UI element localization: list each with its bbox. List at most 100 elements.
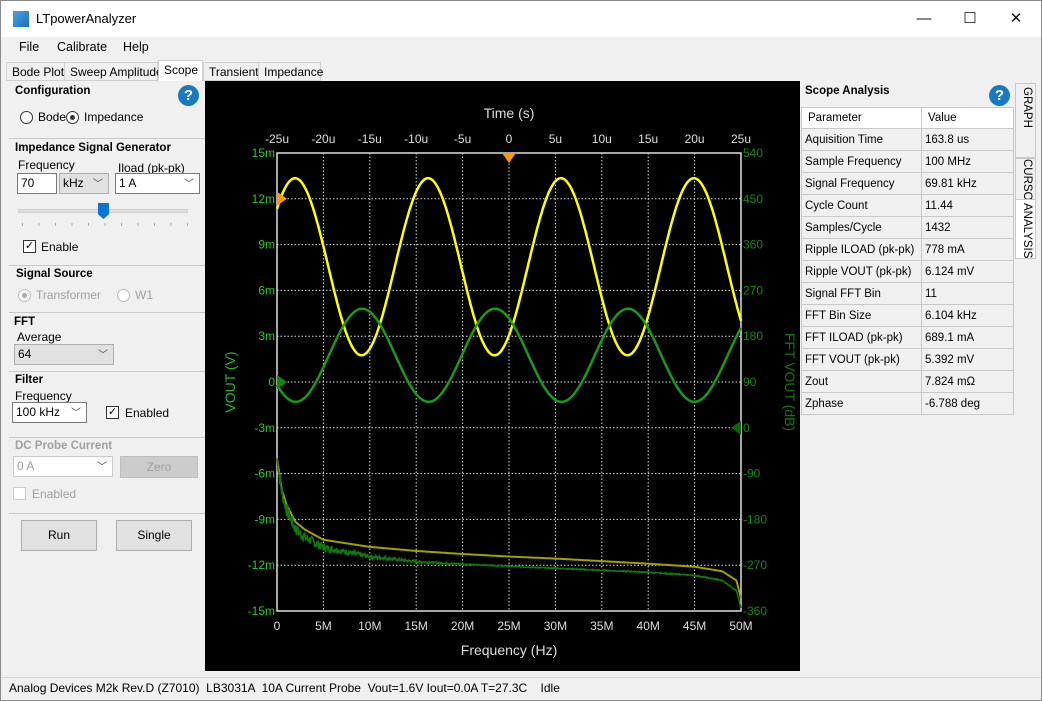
tab-sweep-amplitude[interactable]: Sweep Amplitude bbox=[64, 62, 163, 81]
dc-enabled-checkbox[interactable] bbox=[13, 487, 26, 500]
table-row: FFT ILOAD (pk-pk) 689.1 mA bbox=[801, 326, 1014, 349]
help-icon[interactable]: ? bbox=[178, 85, 199, 106]
frequency-tick-label: 35M bbox=[590, 619, 613, 633]
chevron-down-icon: ﹀ bbox=[98, 350, 108, 361]
filter-enabled-label: Enabled bbox=[125, 406, 170, 420]
parameter-cell: FFT ILOAD (pk-pk) bbox=[801, 326, 922, 349]
filter-enabled-checkbox[interactable]: ✓ bbox=[106, 406, 119, 419]
time-tick-label: 15u bbox=[638, 132, 658, 146]
dc-probe-select[interactable]: 0 A ﹀ bbox=[13, 456, 113, 477]
value-cell: 6.124 mV bbox=[921, 260, 1014, 283]
frequency-label: Frequency bbox=[18, 158, 75, 172]
analysis-panel: Scope Analysis ? Parameter Value Aquisit… bbox=[800, 81, 1015, 671]
single-button[interactable]: Single bbox=[116, 520, 192, 551]
divider bbox=[9, 371, 205, 372]
vout-tick-label: 12m bbox=[252, 192, 275, 206]
frequency-tick-label: 30M bbox=[544, 619, 567, 633]
time-axis-title: Time (s) bbox=[484, 105, 535, 121]
divider bbox=[9, 437, 205, 438]
chevron-down-icon: ﹀ bbox=[97, 462, 107, 473]
slider-ticks bbox=[22, 223, 188, 226]
parameter-cell: Signal FFT Bin bbox=[801, 282, 922, 305]
vout-tick-label: -9m bbox=[254, 512, 275, 526]
vout-tick-label: -15m bbox=[248, 604, 275, 618]
parameter-cell: Aquisition Time bbox=[801, 128, 922, 151]
frequency-tick-label: 45M bbox=[683, 619, 706, 633]
value-cell: 5.392 mV bbox=[921, 348, 1014, 371]
signal-generator-heading: Impedance Signal Generator bbox=[15, 142, 171, 154]
run-button[interactable]: Run bbox=[21, 520, 97, 551]
column-header-parameter: Parameter bbox=[801, 107, 922, 129]
enable-checkbox[interactable]: ✓ bbox=[23, 240, 36, 253]
parameter-cell: Samples/Cycle bbox=[801, 216, 922, 239]
frequency-input[interactable]: 70 bbox=[17, 173, 57, 194]
scope-chart[interactable]: -25u -20u -15u -10u -5u 0 5u 10u 15u 20u 25u 0 5M 10M… bbox=[205, 81, 800, 671]
table-row: Ripple ILOAD (pk-pk) 778 mA bbox=[801, 238, 1014, 261]
table-row: FFT Bin Size 6.104 kHz bbox=[801, 304, 1014, 327]
vtab-analysis[interactable]: ANALYSIS bbox=[1015, 199, 1036, 259]
parameter-cell: Signal Frequency bbox=[801, 172, 922, 195]
dc-enabled-label: Enabled bbox=[32, 487, 77, 501]
fft-tick-label: -270 bbox=[743, 558, 767, 572]
vout-tick-label: 9m bbox=[258, 238, 275, 252]
tab-scope[interactable]: Scope bbox=[158, 60, 203, 82]
trigger-time-marker bbox=[502, 153, 516, 163]
table-row: FFT VOUT (pk-pk) 5.392 mV bbox=[801, 348, 1014, 371]
frequency-tick-label: 10M bbox=[358, 619, 381, 633]
scope-plot[interactable]: -25u -20u -15u -10u -5u 0 5u 10u 15u 20u 25u 0 5M 10M… bbox=[205, 81, 800, 671]
menu-file[interactable]: File bbox=[19, 40, 40, 54]
average-select[interactable]: 64 ﹀ bbox=[14, 344, 114, 365]
zero-button[interactable]: Zero bbox=[120, 456, 198, 478]
slider-thumb[interactable] bbox=[98, 203, 109, 219]
table-row: Signal Frequency 69.81 kHz bbox=[801, 172, 1014, 195]
frequency-tick-label: 0 bbox=[274, 619, 281, 633]
impedance-radio[interactable] bbox=[66, 111, 79, 124]
fft-reference-marker bbox=[731, 420, 741, 435]
frequency-tick-label: 5M bbox=[315, 619, 332, 633]
frequency-unit-select[interactable]: kHz ﹀ bbox=[59, 173, 109, 194]
vout-axis-title: VOUT (V) bbox=[222, 351, 238, 412]
value-cell: 689.1 mA bbox=[921, 326, 1014, 349]
parameter-cell: Ripple VOUT (pk-pk) bbox=[801, 260, 922, 283]
table-row: Ripple VOUT (pk-pk) 6.124 mV bbox=[801, 260, 1014, 283]
help-icon[interactable]: ? bbox=[989, 85, 1010, 106]
fft-tick-label: 0 bbox=[743, 421, 750, 435]
trigger-level-marker bbox=[277, 191, 287, 206]
tab-transient[interactable]: Transient bbox=[203, 62, 259, 81]
minimize-button[interactable]: — bbox=[916, 10, 932, 27]
frequency-tick-label: 50M bbox=[729, 619, 752, 633]
vtab-graph[interactable]: GRAPH bbox=[1015, 83, 1036, 158]
value-cell: 100 MHz bbox=[921, 150, 1014, 173]
filter-frequency-value: 100 kHz bbox=[16, 405, 61, 419]
filter-frequency-select[interactable]: 100 kHz ﹀ bbox=[12, 402, 87, 423]
value-cell: 11 bbox=[921, 282, 1014, 305]
tab-impedance[interactable]: Impedance bbox=[258, 62, 323, 81]
divider bbox=[9, 265, 205, 266]
bode-label: Bode bbox=[38, 110, 67, 124]
iload-value: 1 A bbox=[119, 176, 137, 190]
status-bar: Analog Devices M2k Rev.D (Z7010) LB3031A… bbox=[1, 677, 1041, 698]
menu-help[interactable]: Help bbox=[123, 40, 149, 54]
value-cell: 7.824 mΩ bbox=[921, 370, 1014, 393]
transformer-radio[interactable] bbox=[18, 289, 31, 302]
filter-heading: Filter bbox=[15, 374, 44, 386]
tab-bode-plot[interactable]: Bode Plot bbox=[6, 62, 65, 81]
frequency-tick-label: 20M bbox=[451, 619, 474, 633]
iload-select[interactable]: 1 A ﹀ bbox=[115, 173, 200, 194]
menu-calibrate[interactable]: Calibrate bbox=[57, 40, 108, 54]
w1-radio[interactable] bbox=[117, 289, 130, 302]
table-row: Zphase -6.788 deg bbox=[801, 392, 1014, 415]
value-cell: -6.788 deg bbox=[921, 392, 1014, 415]
enable-label: Enable bbox=[41, 240, 79, 254]
bode-radio[interactable] bbox=[20, 111, 33, 124]
close-button[interactable]: ✕ bbox=[1009, 10, 1023, 27]
time-tick-label: -10u bbox=[404, 132, 428, 146]
channel-offset-marker bbox=[277, 375, 287, 389]
parameter-cell: Ripple ILOAD (pk-pk) bbox=[801, 238, 922, 261]
app-icon bbox=[13, 11, 29, 27]
analysis-heading: Scope Analysis bbox=[805, 85, 890, 97]
vout-tick-label: 15m bbox=[252, 146, 275, 160]
dc-probe-value: 0 A bbox=[17, 459, 35, 473]
maximize-button[interactable]: ☐ bbox=[963, 10, 977, 27]
